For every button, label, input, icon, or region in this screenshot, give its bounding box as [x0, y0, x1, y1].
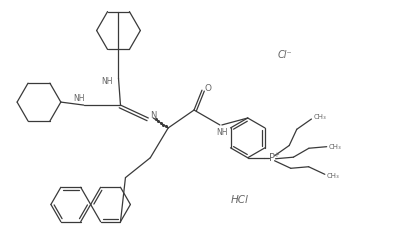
- Text: NH: NH: [73, 94, 84, 103]
- Text: CH₃: CH₃: [328, 144, 340, 150]
- Text: CH₃: CH₃: [326, 173, 339, 179]
- Text: NH: NH: [216, 128, 227, 137]
- Text: P: P: [268, 153, 274, 163]
- Text: CH₃: CH₃: [313, 114, 325, 120]
- Text: +: +: [273, 152, 279, 158]
- Text: O: O: [204, 84, 211, 93]
- Text: NH: NH: [101, 77, 112, 86]
- Text: N: N: [150, 110, 156, 120]
- Text: HCl: HCl: [230, 194, 248, 205]
- Text: Cl⁻: Cl⁻: [277, 50, 291, 60]
